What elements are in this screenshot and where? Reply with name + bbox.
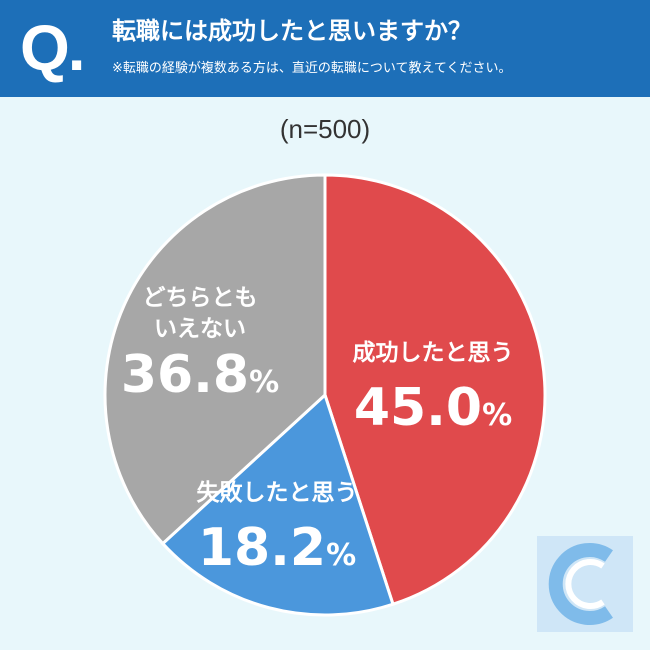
- brand-logo-icon: [537, 536, 633, 632]
- slice-value-label: 36.8%: [121, 345, 279, 405]
- slice-name-label: どちらとも: [143, 285, 258, 311]
- question-title: 転職には成功したと思いますか？: [112, 17, 472, 45]
- slice-percent-unit: %: [326, 538, 356, 573]
- pie-slice-0: [323, 173, 547, 607]
- slice-percent-unit: %: [482, 398, 512, 433]
- question-subtitle: ※転職の経験が複数ある方は、直近の転職について教えてください。: [112, 61, 512, 76]
- slice-percent-unit: %: [249, 365, 279, 400]
- question-header: Q. 転職には成功したと思いますか？ ※転職の経験が複数ある方は、直近の転職につ…: [0, 0, 650, 97]
- pie-slice-2: [103, 173, 327, 546]
- sample-size-label: (n=500): [279, 114, 371, 144]
- slice-name-label: 失敗したと思う: [197, 480, 358, 506]
- slice-name-label: 成功したと思う: [353, 340, 514, 366]
- slice-name-label: いえない: [154, 316, 246, 342]
- pie-slice-1: [160, 392, 395, 617]
- slice-value-label: 18.2%: [198, 518, 356, 578]
- question-mark: Q.: [20, 12, 86, 84]
